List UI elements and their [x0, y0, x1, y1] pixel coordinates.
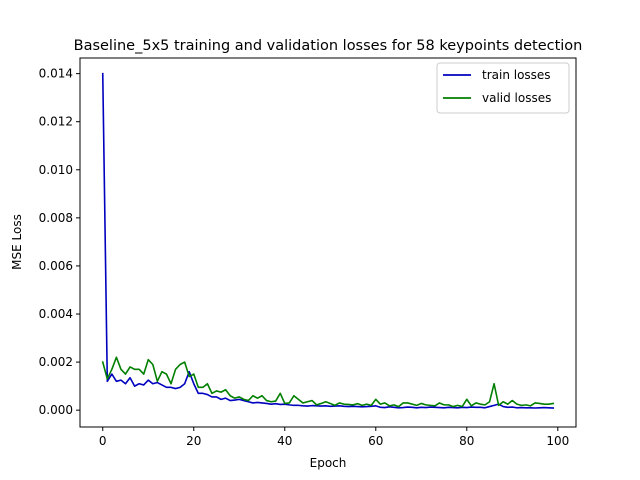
y-tick-label: 0.014 — [39, 67, 73, 81]
y-tick-label: 0.000 — [39, 403, 73, 417]
x-tick-label: 80 — [459, 434, 474, 448]
y-tick-label: 0.008 — [39, 211, 73, 225]
plot-content — [101, 72, 555, 409]
legend-label-valid-losses: valid losses — [482, 91, 551, 105]
y-tick-label: 0.002 — [39, 355, 73, 369]
x-tick-label: 60 — [368, 434, 383, 448]
x-tick-label: 20 — [186, 434, 201, 448]
x-axis-label: Epoch — [310, 456, 347, 470]
y-axis-ticks: 0.000 0.002 0.004 0.006 0.008 0.010 0.012 0.014 — [39, 67, 80, 417]
y-tick-label: 0.004 — [39, 307, 73, 321]
x-tick-label: 40 — [277, 434, 292, 448]
x-axis-ticks: 0 20 40 60 80 100 — [99, 427, 569, 448]
legend: train losses valid losses — [436, 62, 570, 114]
y-tick-label: 0.012 — [39, 115, 73, 129]
chart-title: Baseline_5x5 training and validation los… — [74, 38, 583, 54]
x-tick-label: 0 — [99, 434, 107, 448]
series-line-train-losses — [101, 72, 555, 409]
y-axis-label: MSE Loss — [10, 214, 24, 270]
x-tick-label: 100 — [546, 434, 569, 448]
legend-label-train-losses: train losses — [482, 68, 551, 82]
y-tick-label: 0.006 — [39, 259, 73, 273]
series-line-valid-losses — [101, 356, 555, 408]
axes-frame — [79, 57, 577, 428]
y-tick-label: 0.010 — [39, 163, 73, 177]
